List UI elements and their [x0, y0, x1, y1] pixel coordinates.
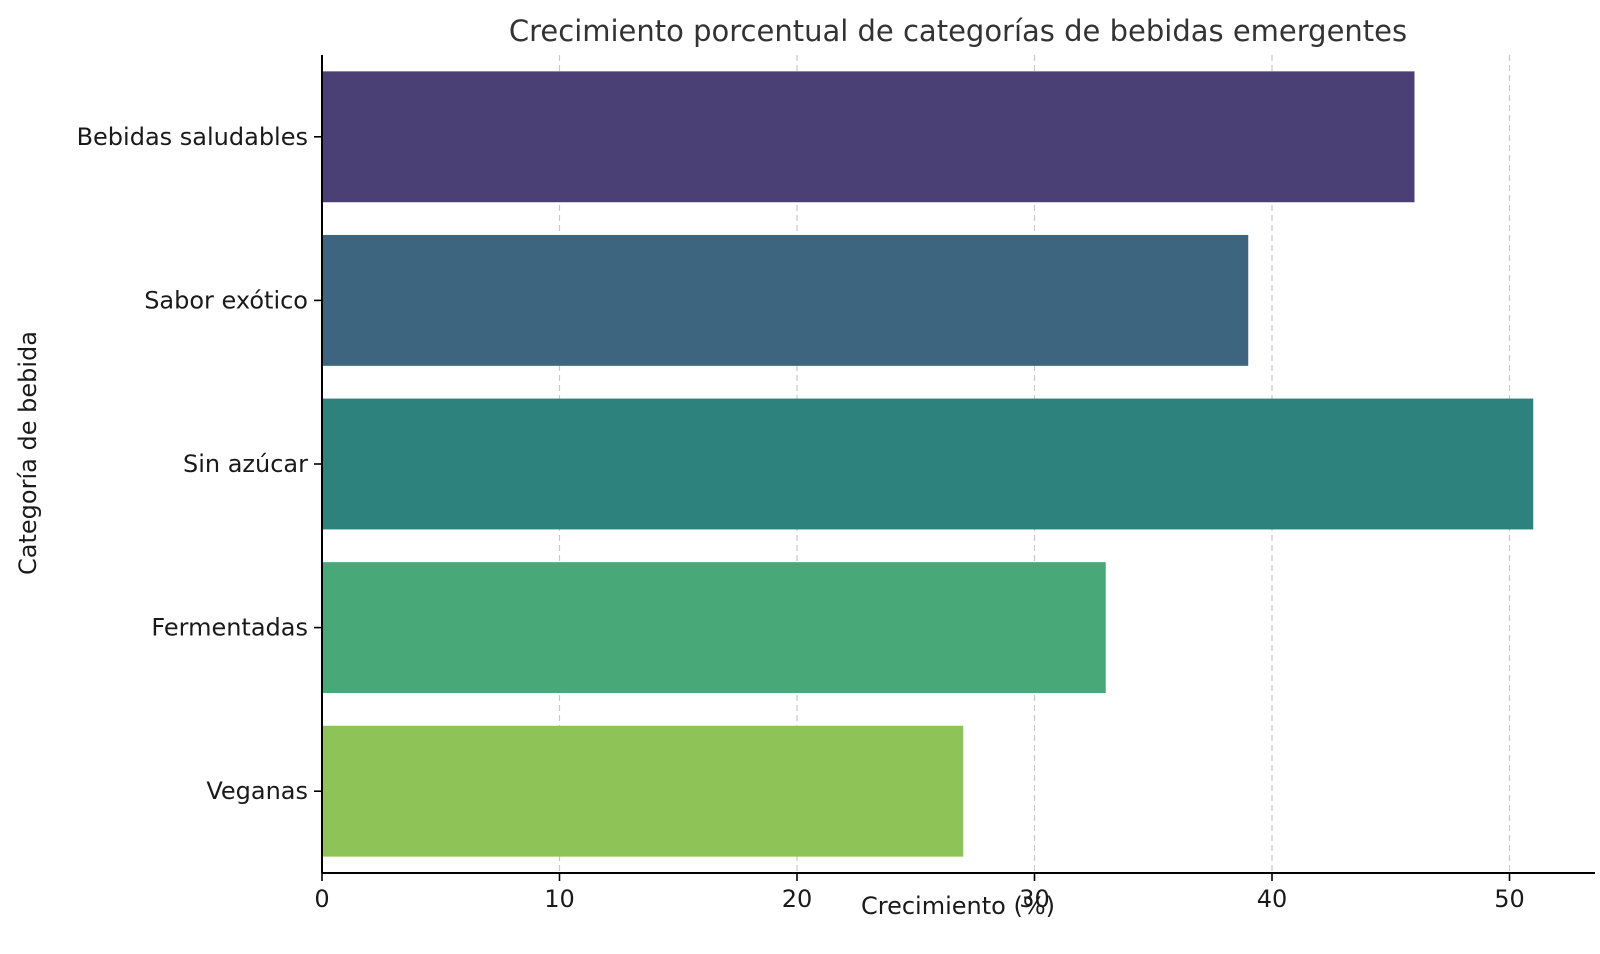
x-tick-label-10: 10	[544, 885, 575, 913]
y-category-label: Sin azúcar	[183, 450, 308, 478]
chart-title: Crecimiento porcentual de categorías de …	[509, 14, 1407, 48]
bar-sin-azúcar	[322, 398, 1534, 530]
bar-sabor-exótico	[322, 234, 1249, 366]
bar-fermentadas	[322, 562, 1106, 694]
bars	[322, 71, 1534, 857]
x-tick-label-0: 0	[314, 885, 329, 913]
y-axis-categories: Bebidas saludables Sabor exótico Sin azúca…	[77, 123, 322, 805]
x-axis-ticks: 0 10 20 30 40 50	[314, 873, 1525, 913]
x-tick-label-50: 50	[1494, 885, 1525, 913]
bar-bebidas-saludables	[322, 71, 1415, 203]
y-category-label: Fermentadas	[151, 614, 308, 642]
x-tick-label-20: 20	[782, 885, 813, 913]
x-tick-label-30: 30	[1019, 885, 1050, 913]
x-axis-label: Crecimiento (%)	[861, 892, 1055, 920]
y-category-label: Sabor exótico	[144, 286, 308, 314]
y-axis-label: Categoría de bebida	[14, 331, 42, 575]
bar-veganas	[322, 725, 964, 857]
x-tick-label-40: 40	[1257, 885, 1288, 913]
y-category-label: Veganas	[206, 777, 308, 805]
y-category-label: Bebidas saludables	[77, 123, 308, 151]
